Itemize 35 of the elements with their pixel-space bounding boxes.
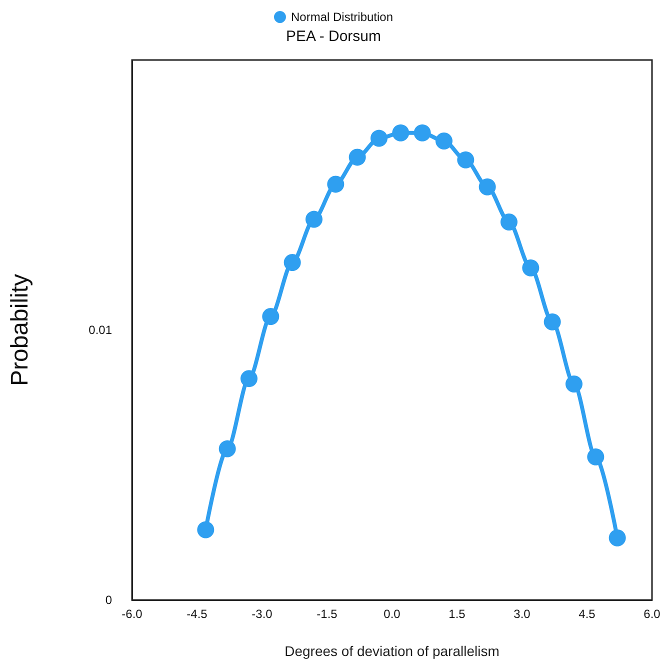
y-tick-label: 0.01	[88, 323, 112, 337]
point	[457, 151, 474, 168]
legend-label: Normal Distribution	[290, 10, 394, 24]
point	[500, 214, 518, 230]
x-tick-label: 1.5	[448, 607, 466, 621]
x-tick-label: 4.5	[578, 607, 596, 621]
point	[392, 124, 410, 142]
point	[218, 440, 236, 458]
point	[197, 521, 214, 538]
x-tick-label: 0.0	[384, 607, 401, 621]
point	[327, 176, 344, 193]
point	[587, 448, 604, 466]
point	[262, 308, 280, 325]
point	[544, 313, 561, 330]
point	[348, 148, 366, 166]
x-axis-title: Degrees of deviation of parallelism	[284, 643, 500, 659]
point	[306, 210, 322, 228]
y-tick-label: 0	[105, 593, 112, 607]
x-tick-label: -3.0	[252, 607, 273, 621]
point	[284, 254, 301, 271]
point	[608, 529, 626, 546]
point	[414, 124, 431, 142]
point	[566, 376, 582, 392]
point	[478, 178, 496, 196]
point	[522, 259, 540, 276]
x-tick-label: -4.5	[186, 607, 208, 621]
x-tick-label: 6.0	[644, 607, 661, 621]
x-tick-label: 3.0	[514, 607, 531, 621]
point	[370, 130, 388, 147]
x-tick-label: -6.0	[122, 607, 143, 621]
point	[436, 132, 452, 150]
x-tick-label: -1.5	[316, 607, 338, 621]
y-axis-title: Probability	[6, 274, 34, 386]
chart-title: PEA - Dorsum	[286, 28, 382, 45]
point	[240, 370, 258, 388]
